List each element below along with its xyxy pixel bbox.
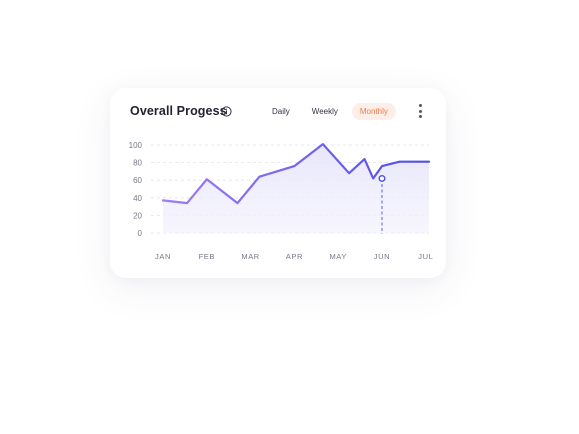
y-tick-label: 40 bbox=[133, 194, 142, 203]
series-line bbox=[161, 143, 431, 205]
y-axis-labels: 100 80 60 40 20 0 bbox=[129, 141, 143, 238]
data-point bbox=[236, 202, 238, 204]
data-point bbox=[293, 165, 295, 167]
data-point bbox=[258, 176, 260, 178]
x-tick-label: FEB bbox=[199, 252, 215, 261]
x-tick-label: MAR bbox=[241, 252, 259, 261]
x-tick-label: JAN bbox=[155, 252, 171, 261]
data-point bbox=[206, 178, 208, 180]
data-point bbox=[162, 199, 164, 201]
y-tick-label: 20 bbox=[133, 211, 142, 220]
x-tick-label: JUN bbox=[374, 252, 390, 261]
tab-monthly[interactable]: Monthly bbox=[351, 103, 396, 120]
area-fill-path bbox=[163, 144, 429, 233]
series-line-path bbox=[161, 143, 431, 205]
x-tick-label: APR bbox=[286, 252, 303, 261]
x-axis-labels: JAN FEB MAR APR MAY JUN JUL bbox=[155, 252, 433, 261]
vertical-dots-icon[interactable] bbox=[415, 104, 425, 120]
y-tick-label: 0 bbox=[138, 229, 143, 238]
x-tick-label: MAY bbox=[329, 252, 347, 261]
data-point bbox=[363, 158, 365, 160]
data-point bbox=[381, 165, 383, 167]
x-tick-label: JUL bbox=[418, 252, 433, 261]
y-tick-label: 60 bbox=[133, 176, 142, 185]
highlight-point[interactable] bbox=[378, 174, 386, 182]
data-point bbox=[398, 161, 400, 163]
info-icon[interactable] bbox=[221, 106, 232, 117]
data-point bbox=[186, 202, 188, 204]
data-point bbox=[348, 172, 350, 174]
tab-weekly[interactable]: Weekly bbox=[311, 107, 338, 116]
y-tick-label: 100 bbox=[129, 141, 143, 150]
y-tick-label: 80 bbox=[133, 159, 142, 168]
data-point bbox=[428, 161, 430, 163]
card-title: Overall Progess bbox=[130, 104, 227, 118]
highlight-marker[interactable] bbox=[378, 174, 386, 234]
data-point bbox=[322, 143, 324, 145]
data-point bbox=[372, 177, 374, 179]
area-fill bbox=[163, 144, 429, 233]
tab-daily[interactable]: Daily bbox=[272, 107, 290, 116]
period-tabs: Daily Weekly Monthly bbox=[264, 103, 402, 120]
